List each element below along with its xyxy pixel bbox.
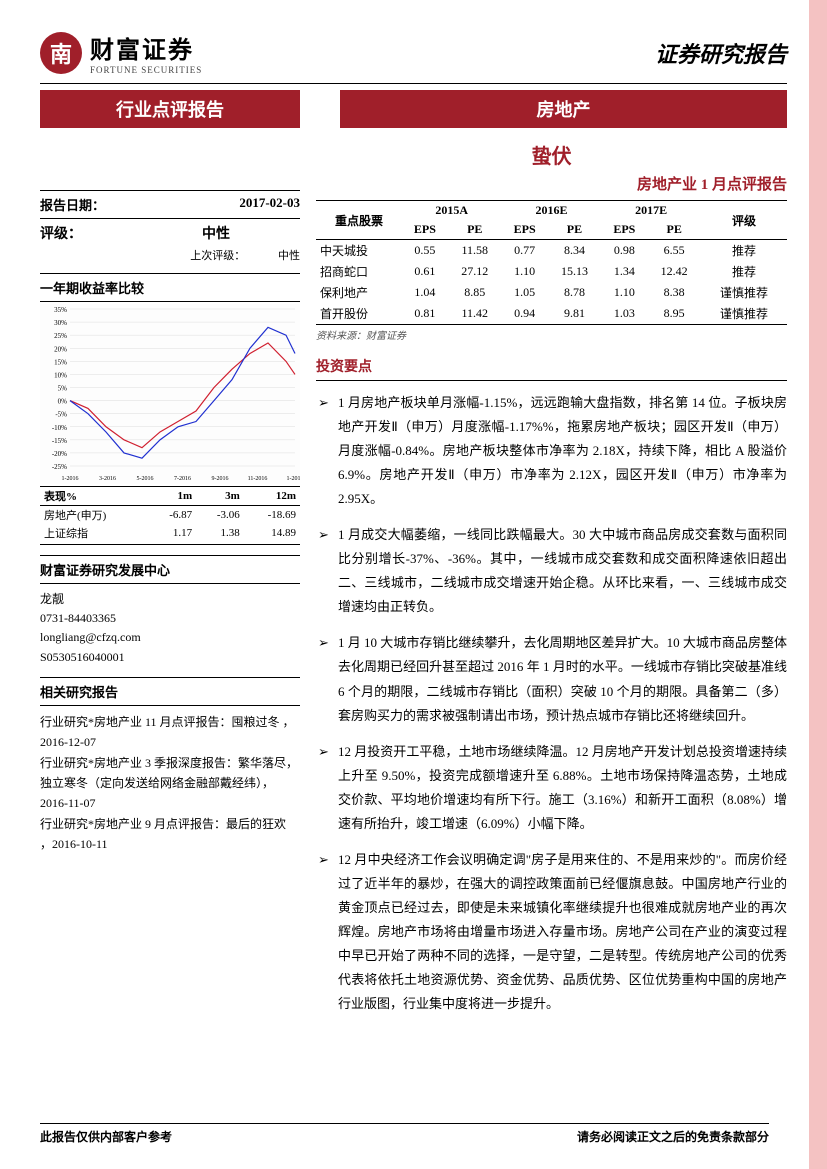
left-column: 报告日期： 2017-02-03 评级： 中性 上次评级： 中性 一年期收益率比… [40, 140, 300, 1028]
header-divider [40, 83, 787, 84]
key-stocks-table: 重点股票 2015A 2016E 2017E 评级 EPS PE EPS PE … [316, 200, 787, 325]
svg-text:10%: 10% [54, 371, 67, 379]
contact-phone: 0731-84403365 [40, 609, 300, 628]
related-report-item: 行业研究*房地产业 3 季报深度报告：繁华落尽，独立寒冬（定向发送给网络金融部戴… [40, 753, 300, 814]
th-eps: EPS [402, 220, 448, 240]
logo-text-cn: 财富证券 [90, 30, 202, 65]
report-subtitle: 房地产业 1 月点评报告 [316, 173, 787, 194]
svg-text:35%: 35% [54, 306, 67, 314]
svg-text:-25%: -25% [52, 463, 67, 471]
svg-text:-20%: -20% [52, 450, 67, 458]
investment-bullet: 1 月房地产板块单月涨幅-1.15%，远远跑输大盘指数，排名第 14 位。子板块… [338, 391, 787, 511]
svg-text:25%: 25% [54, 332, 67, 340]
related-title: 相关研究报告 [40, 680, 300, 703]
related-report-item: 行业研究*房地产业 11 月点评报告：囤粮过冬 ，2016-12-07 [40, 712, 300, 753]
th-eps: EPS [502, 220, 548, 240]
performance-table: 表现%1m3m12m 房地产(申万)-6.87-3.06-18.69上证综指1.… [40, 486, 300, 542]
rating-label: 评级： [40, 223, 82, 243]
banner-left: 行业点评报告 [40, 90, 300, 128]
th-rating: 评级 [701, 201, 787, 240]
svg-text:5%: 5% [58, 385, 68, 393]
prev-rating-value: 中性 [278, 250, 300, 262]
th-name: 重点股票 [316, 201, 402, 240]
footer-right: 请务必阅读正文之后的免责条款部分 [577, 1128, 769, 1145]
th-2017: 2017E [601, 201, 701, 221]
page-footer: 此报告仅供内部客户参考 请务必阅读正文之后的免责条款部分 [40, 1123, 769, 1145]
svg-text:9-2016: 9-2016 [212, 476, 229, 482]
banner-right: 房地产 [340, 90, 787, 128]
related-report-item: 行业研究*房地产业 9 月点评报告：最后的狂欢 ，2016-10-11 [40, 814, 300, 855]
report-type: 证券研究报告 [655, 37, 787, 69]
th-pe: PE [448, 220, 502, 240]
svg-text:20%: 20% [54, 345, 67, 353]
investment-bullet: 12 月中央经济工作会议明确定调"房子是用来住的、不是用来炒的"。而房价经过了近… [338, 848, 787, 1016]
th-2016: 2016E [502, 201, 602, 221]
investment-bullets: 1 月房地产板块单月涨幅-1.15%，远远跑输大盘指数，排名第 14 位。子板块… [316, 391, 787, 1016]
date-value: 2017-02-03 [239, 195, 300, 214]
footer-left: 此报告仅供内部客户参考 [40, 1128, 172, 1145]
date-label: 报告日期： [40, 195, 105, 214]
table-source: 资料来源：财富证券 [316, 327, 787, 342]
svg-text:5-2016: 5-2016 [137, 476, 154, 482]
investment-bullet: 12 月投资开工平稳，土地市场继续降温。12 月房地产开发计划总投资增速持续上升… [338, 740, 787, 836]
contact-dept: 财富证券研究发展中心 [40, 558, 300, 581]
contact-cert: S0530516040001 [40, 648, 300, 667]
svg-text:-5%: -5% [55, 411, 67, 419]
investment-bullet: 1 月成交大幅萎缩，一线同比跌幅最大。30 大中城市商品房成交套数与面积同比分别… [338, 523, 787, 619]
svg-text:7-2016: 7-2016 [174, 476, 191, 482]
svg-text:11-2016: 11-2016 [248, 476, 268, 482]
svg-text:3-2016: 3-2016 [99, 476, 116, 482]
report-title: 蛰伏 [316, 140, 787, 169]
investment-points-title: 投资要点 [316, 356, 787, 376]
logo-text-en: FORTUNE SECURITIES [90, 65, 202, 75]
investment-bullet: 1 月 10 大城市存销比继续攀升，去化周期地区差异扩大。10 大城市商品房整体… [338, 631, 787, 727]
th-2015: 2015A [402, 201, 502, 221]
contact-name: 龙靓 [40, 590, 300, 609]
related-report-list: 行业研究*房地产业 11 月点评报告：囤粮过冬 ，2016-12-07行业研究*… [40, 712, 300, 855]
svg-text:-15%: -15% [52, 437, 67, 445]
svg-text:-10%: -10% [52, 424, 67, 432]
chart-title: 一年期收益率比较 [40, 276, 300, 299]
svg-text:30%: 30% [54, 319, 67, 327]
th-eps: EPS [601, 220, 647, 240]
svg-text:1-2017: 1-2017 [287, 476, 301, 482]
logo-group: 南 财富证券 FORTUNE SECURITIES [40, 30, 202, 75]
svg-text:15%: 15% [54, 358, 67, 366]
th-pe: PE [548, 220, 602, 240]
right-column: 蛰伏 房地产业 1 月点评报告 重点股票 2015A 2016E 2017E 评… [316, 140, 787, 1028]
prev-rating-label: 上次评级： [190, 250, 245, 262]
svg-text:1-2016: 1-2016 [62, 476, 79, 482]
logo-icon: 南 [40, 32, 82, 74]
decorative-right-stripe [809, 0, 827, 1169]
svg-text:0%: 0% [58, 398, 68, 406]
return-comparison-chart: 35% 30% 25% 20% 15% 10% 5% 0% -5% -10% -15% -20% -25… [40, 304, 300, 484]
rating-value: 中性 [202, 223, 230, 243]
page-header: 南 财富证券 FORTUNE SECURITIES 证券研究报告 [40, 30, 787, 75]
th-pe: PE [647, 220, 701, 240]
banner-row: 行业点评报告 房地产 [40, 90, 787, 128]
contact-email: longliang@cfzq.com [40, 628, 300, 647]
